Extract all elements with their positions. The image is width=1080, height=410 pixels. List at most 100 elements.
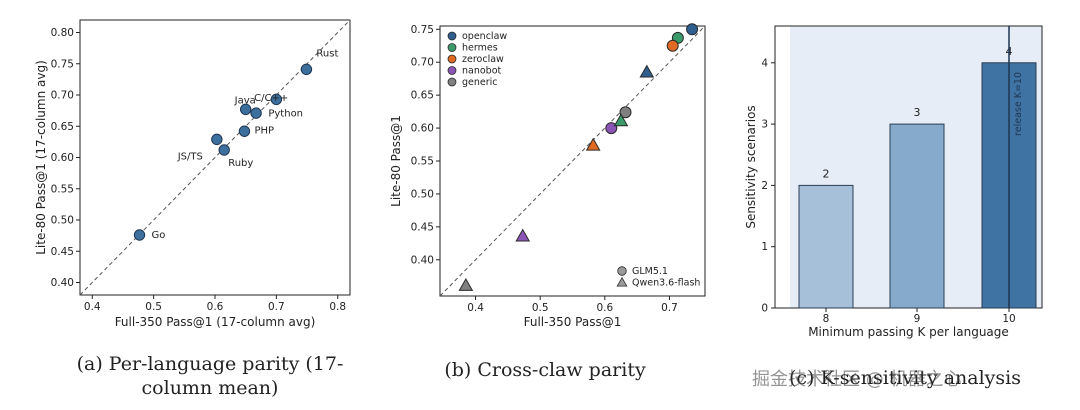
point-openclaw-triangle [639,64,655,78]
marker-legend-label-glm5-1: GLM5.1 [632,266,668,277]
panel-a-y-tick-label: 0.50 [51,215,74,227]
bar-k-8 [798,184,854,309]
panel-a-y-tick-label: 0.60 [51,152,74,164]
panel-b-x-tick-label: 0.7 [661,302,678,314]
point-hermes-triangle [613,113,629,127]
panel-b-x-tick-label: 0.6 [596,302,613,314]
panel-b-x-axis-label: Full-350 Pass@1 [524,315,622,329]
point-python [270,93,283,106]
panel-a-y-tick-label: 0.45 [51,246,74,258]
panel-a-y-tick-label: 0.80 [51,27,74,39]
point-zeroclaw-triangle [585,137,601,151]
point-label-ruby: Ruby [228,158,253,169]
panel-c-release-annotation: release K=10 [1013,72,1024,136]
panel-a-x-tick-label: 0.4 [84,301,101,313]
panel-b-y-tick-label: 0.55 [411,156,434,168]
legend-swatch-openclaw [447,31,457,41]
panel-c-x-tick-label: 9 [914,313,921,325]
panel-a-x-tick-label: 0.7 [268,301,285,313]
marker-legend-swatch-qwen3-6-flash [616,276,628,287]
panel-a-y-axis-label: Lite-80 Pass@1 (17-column avg) [34,60,48,255]
marker-legend-swatch-glm5-1 [617,266,627,276]
panel-a-x-ticks: 0.4 0.5 0.6 0.7 0.8 [84,295,346,313]
panel-b-y-tick-label: 0.70 [411,57,434,69]
legend-label-nanobot: nanobot [462,66,502,77]
caption-panel-c: (c) K-sensitivity analysis [788,367,1021,389]
point-js-ts [211,133,223,146]
point-rust [300,63,313,76]
panel-b-y-tick-label: 0.40 [411,254,434,266]
point-label-python: Python [268,108,303,119]
marker-legend-label-qwen3-6-flash: Qwen3.6-flash [632,278,700,289]
panel-c-y-tick-label: 2 [761,180,768,192]
legend-label-zeroclaw: zeroclaw [462,54,504,65]
point-label-js-ts: JS/TS [177,151,203,162]
panel-a-y-tick-label: 0.40 [51,277,74,289]
point-generic-triangle [458,277,474,291]
panel-b-y-tick-label: 0.65 [411,90,434,102]
panel-a-y-tick-label: 0.75 [51,58,74,70]
panel-c-x-ticks: 8 9 10 [823,308,1016,325]
panel-b-cross-claw-scatter: 0.4 0.5 0.6 0.7 0.40 0.45 0.50 0.55 0.60 0.65 0.7… [389,23,706,329]
legend-label-openclaw: openclaw [462,31,507,42]
panel-a-parity-line [79,19,351,296]
panel-a-x-axis-label: Full-350 Pass@1 (17-column avg) [115,315,316,329]
point-label-go: Go [152,230,166,241]
caption-panel-b: (b) Cross-claw parity [444,359,646,381]
point-nanobot-triangle [515,228,531,242]
panel-b-y-ticks: 0.40 0.45 0.50 0.55 0.60 0.65 0.70 0.75 [411,24,440,266]
point-go [133,229,146,241]
panel-a-x-tick-label: 0.6 [207,301,224,313]
legend-swatch-hermes [447,43,457,52]
panel-c-x-tick-label: 8 [823,313,830,325]
panel-a-x-tick-label: 0.5 [145,301,162,313]
legend-swatch-zeroclaw [447,54,457,64]
panel-c-x-tick-label: 10 [1002,313,1015,325]
point-php [238,125,251,137]
point-ruby [218,144,230,156]
point-openclaw-circle [686,23,699,36]
point-label-rust: Rust [316,48,338,59]
legend-label-generic: generic [462,77,498,88]
legend-swatch-nanobot [447,66,457,75]
panel-c-bars: 234 [798,45,1037,309]
caption-panel-a: (a) Per-language parity (17-column mean) [76,353,344,399]
panel-b-y-tick-label: 0.60 [411,123,434,135]
point-c-c [250,107,262,119]
panel-b-y-tick-label: 0.45 [411,221,434,233]
bar-value-label-k-9: 3 [914,106,921,119]
point-label-java: Java [234,95,256,106]
point-generic-circle [619,106,632,119]
panel-c-y-tick-label: 3 [761,119,768,131]
panel-a-parity-scatter: 0.4 0.5 0.6 0.7 0.8 0.40 0.45 0.50 0.55 0.60 0.65… [34,19,351,329]
point-label-c-c: C/C++ [254,93,288,104]
point-label-php: PHP [254,125,274,136]
panel-c-y-axis-label: Sensitivity scenarios [744,105,758,228]
legend-label-hermes: hermes [462,43,498,54]
panel-b-x-tick-label: 0.5 [532,302,549,314]
panel-a-y-tick-label: 0.65 [51,121,74,133]
panel-c-y-tick-label: 1 [761,241,768,253]
bar-k-9 [889,123,945,309]
panel-b-y-axis-label: Lite-80 Pass@1 [389,115,403,207]
panel-c-y-tick-label: 4 [761,57,768,69]
panel-b-x-tick-label: 0.4 [467,302,484,314]
point-nanobot-circle [605,122,618,135]
panel-a-y-ticks: 0.40 0.45 0.50 0.55 0.60 0.65 0.70 0.75 0.80 [51,27,80,289]
legend-swatch-generic [447,77,457,87]
bar-value-label-k-8: 2 [823,167,830,180]
panel-a-y-tick-label: 0.55 [51,183,74,195]
watermark: 掘金技术社区 @ 机器之心 [752,369,962,390]
panel-b-y-tick-label: 0.50 [411,188,434,200]
panel-c-y-tick-label: 0 [761,303,768,315]
panel-b-x-ticks: 0.4 0.5 0.6 0.7 [467,296,678,314]
panel-a-x-tick-label: 0.8 [329,301,346,313]
panel-c-y-ticks: 0 1 2 3 4 [761,57,775,315]
panel-c-x-axis-label: Minimum passing K per language [808,325,1009,339]
panel-b-parity-line [439,25,706,297]
point-java [239,103,252,116]
